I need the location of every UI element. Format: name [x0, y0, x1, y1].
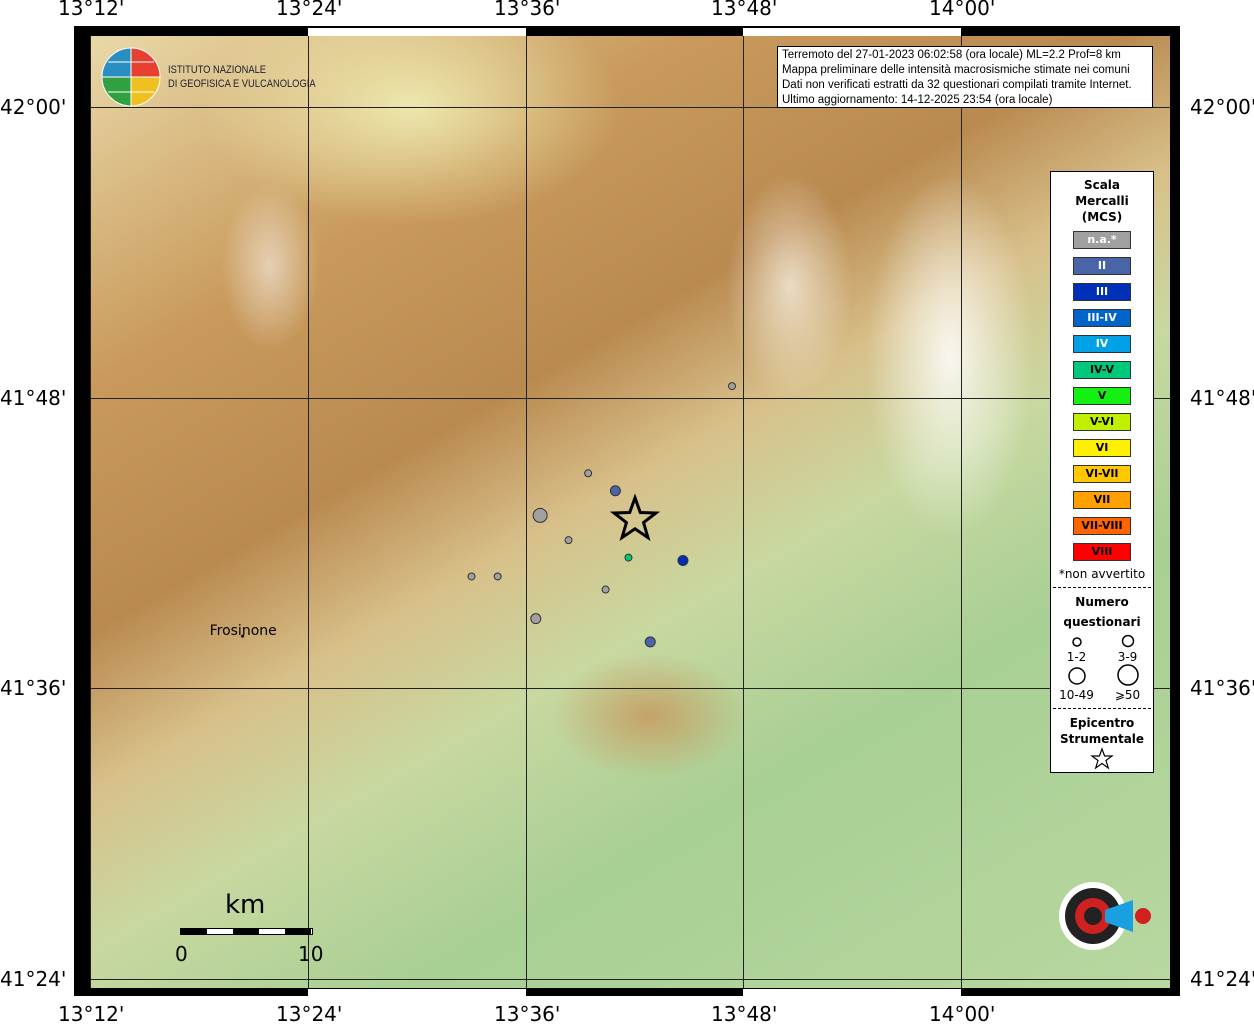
parallel-line: [90, 979, 1170, 980]
intensity-point[interactable]: [677, 554, 689, 566]
legend-swatch: VIII: [1073, 543, 1131, 561]
intensity-point[interactable]: [601, 585, 610, 594]
lon-tick-label-bottom: 14°00': [929, 1002, 996, 1026]
legend-swatch: VI: [1073, 439, 1131, 457]
meridian-line: [961, 36, 962, 988]
place-label: Frosinone: [210, 623, 277, 639]
logo-line2: DI GEOFISICA E VULCANOLOGIA: [168, 78, 316, 90]
event-info-box: Terremoto del 27-01-2023 06:02:58 (ora l…: [777, 46, 1153, 108]
intensity-point[interactable]: [644, 636, 656, 648]
globe-logo-icon: [101, 47, 161, 107]
lon-tick-label-bottom: 13°36': [494, 1002, 561, 1026]
scale-bar: km 0 10: [175, 890, 323, 966]
meridian-line: [90, 36, 91, 988]
intensity-point[interactable]: [564, 536, 573, 545]
watermark-logo: [1035, 860, 1155, 979]
info-line: Mappa preliminare delle intensità macros…: [782, 64, 1130, 76]
lon-tick-label-bottom: 13°48': [711, 1002, 778, 1026]
meridian-line: [308, 36, 309, 988]
legend-title: Mercalli: [1075, 194, 1129, 208]
logo-line1: ISTITUTO NAZIONALE: [168, 64, 267, 76]
circle-size-1-icon: [1071, 637, 1082, 647]
legend-title: Scala: [1083, 178, 1121, 192]
epi-title: Epicentro: [1069, 716, 1135, 730]
circle-size-3-icon: [1067, 667, 1086, 685]
lon-tick-label-top: 13°24': [276, 0, 343, 20]
hsit-logo-icon: [1059, 882, 1151, 950]
star-icon: [1090, 747, 1114, 770]
legend-swatch: VII: [1073, 491, 1131, 509]
intensity-point[interactable]: [609, 485, 621, 497]
count-title: Numero: [1075, 595, 1129, 609]
legend-swatch: IV: [1073, 335, 1131, 353]
legend: Scala Mercalli (MCS) n.a.* II III III-IV IV I…: [1050, 171, 1154, 773]
legend-swatch: VII-VIII: [1073, 517, 1131, 535]
parallel-line: [90, 398, 1170, 399]
scale-unit: km: [225, 890, 266, 920]
count-label: ⩾50: [1114, 688, 1141, 702]
lon-tick-label-top: 13°12': [58, 0, 125, 20]
parallel-line: [90, 688, 1170, 689]
legend-swatch: III-IV: [1073, 309, 1131, 327]
legend-swatch: III: [1073, 283, 1131, 301]
meridian-line: [526, 36, 527, 988]
lon-tick-label-top: 13°48': [711, 0, 778, 20]
lat-tick-label-left: 41°36': [0, 676, 67, 700]
intensity-point[interactable]: [532, 507, 548, 523]
ingv-logo: ISTITUTO NAZIONALE DI GEOFISICA E VULCANO…: [100, 46, 342, 108]
legend-swatch: VI-VII: [1073, 465, 1131, 483]
lat-tick-label-right: 42°00': [1190, 95, 1254, 119]
epi-title: Strumentale: [1059, 732, 1145, 746]
frame-segment: [308, 989, 526, 997]
meridian-line: [743, 36, 744, 988]
legend-swatch: V-VI: [1073, 413, 1131, 431]
intensity-point[interactable]: [467, 572, 476, 581]
count-label: 10-49: [1059, 688, 1094, 702]
lon-tick-label-bottom: 13°24': [276, 1002, 343, 1026]
count-title: questionari: [1063, 615, 1141, 629]
info-line: Terremoto del 27-01-2023 06:02:58 (ora l…: [782, 49, 1121, 61]
intensity-point[interactable]: [493, 572, 502, 581]
parallel-line: [90, 107, 1170, 108]
intensity-point[interactable]: [624, 553, 633, 562]
lat-tick-label-right: 41°24': [1190, 967, 1254, 991]
legend-swatch: IV-V: [1073, 361, 1131, 379]
lon-tick-label-bottom: 13°12': [58, 1002, 125, 1026]
legend-swatch: n.a.*: [1073, 231, 1131, 249]
epicenter-star[interactable]: [609, 493, 661, 542]
count-label: 1-2: [1066, 650, 1087, 664]
legend-swatch: V: [1073, 387, 1131, 405]
legend-swatch: II: [1073, 257, 1131, 275]
frame-segment: [743, 28, 961, 36]
lat-tick-label-left: 41°48': [0, 386, 67, 410]
intensity-point[interactable]: [728, 382, 737, 391]
place-marker: [241, 634, 245, 638]
legend-note: *non avvertito: [1058, 567, 1146, 581]
info-line: Ultimo aggiornamento: 14-12-2025 23:54 (…: [782, 94, 1053, 106]
scale-start: 0: [175, 942, 188, 966]
circle-size-2-icon: [1121, 634, 1134, 648]
scale-end: 10: [298, 942, 324, 966]
lat-tick-label-right: 41°48': [1190, 386, 1254, 410]
info-line: Dati non verificati estratti da 32 quest…: [782, 79, 1132, 91]
intensity-point[interactable]: [584, 469, 593, 478]
lat-tick-label-right: 41°36': [1190, 676, 1254, 700]
frame-segment: [308, 28, 526, 36]
intensity-point[interactable]: [530, 613, 542, 625]
circle-size-4-icon: [1116, 664, 1139, 686]
frame-segment: [743, 989, 961, 997]
lat-tick-label-left: 41°24': [0, 967, 67, 991]
count-label: 3-9: [1117, 650, 1138, 664]
lon-tick-label-top: 13°36': [494, 0, 561, 20]
legend-title: (MCS): [1081, 210, 1123, 224]
lon-tick-label-top: 14°00': [929, 0, 996, 20]
lat-tick-label-left: 42°00': [0, 95, 67, 119]
